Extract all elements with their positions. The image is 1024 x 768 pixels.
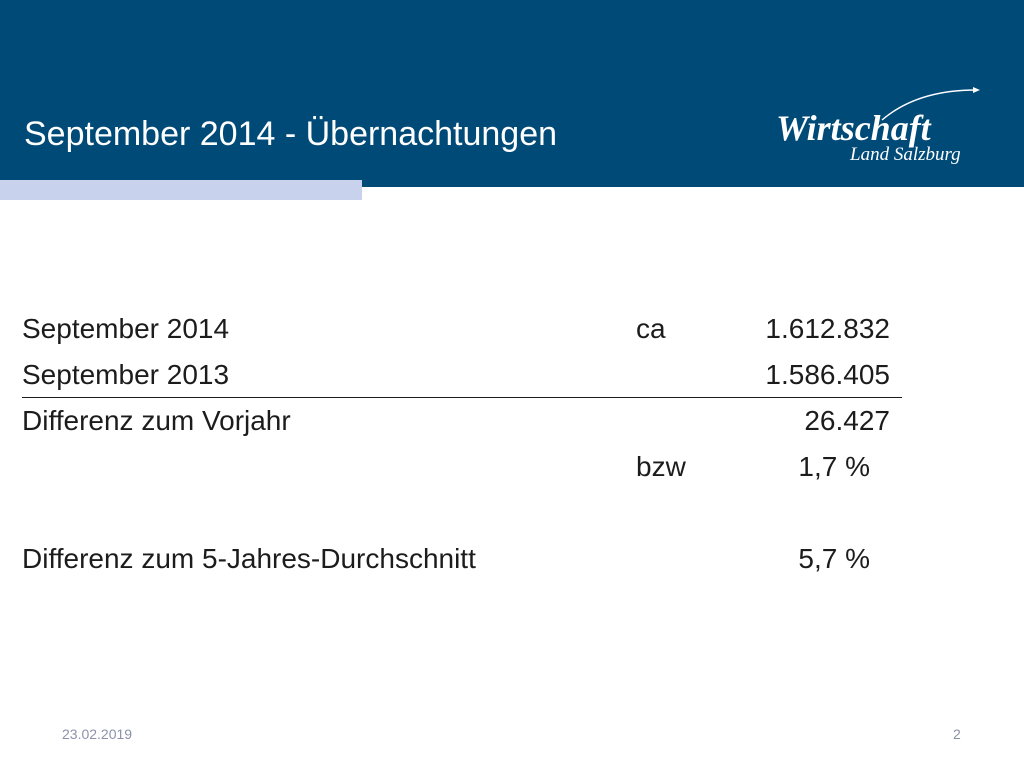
stat-row-spacer — [22, 490, 902, 536]
stat-qualifier: ca — [636, 313, 666, 344]
stat-value: 1.586.405 — [765, 359, 890, 390]
stat-value: 1.612.832 — [765, 313, 890, 344]
footer-page-number: 2 — [953, 726, 961, 742]
stat-label: Differenz zum Vorjahr — [22, 405, 291, 436]
stat-row-differenz-vorjahr: Differenz zum Vorjahr 26.427 — [22, 398, 902, 444]
stat-value: 1,7 % — [798, 451, 870, 482]
stat-label: September 2013 — [22, 359, 230, 390]
stat-row-september-2014: September 2014 ca 1.612.832 — [22, 306, 902, 352]
stat-row-september-2013: September 2013 1.586.405 — [22, 352, 902, 398]
logo-subtitle: Land Salzburg — [850, 144, 961, 165]
wirtschaft-logo: Wirtschaft Land Salzburg — [770, 86, 984, 170]
stat-qualifier: bzw — [636, 451, 686, 482]
slide-title: September 2014 - Übernachtungen — [24, 115, 558, 153]
stat-row-differenz-prozent: bzw 1,7 % — [22, 444, 902, 490]
stat-label: Differenz zum 5-Jahres-Durchschnitt — [22, 543, 476, 574]
stat-row-differenz-5-jahres: Differenz zum 5-Jahres-Durchschnitt 5,7 … — [22, 536, 902, 582]
footer-date: 23.02.2019 — [62, 726, 133, 742]
logo-wordmark: Wirtschaft — [776, 108, 931, 148]
header-band — [0, 0, 1024, 187]
stat-value: 5,7 % — [798, 543, 870, 574]
logo-swoosh-icon — [881, 87, 980, 121]
stat-value: 26.427 — [804, 405, 890, 436]
title-accent-bar — [0, 180, 362, 200]
stat-label: September 2014 — [22, 313, 230, 344]
statistics-table: September 2014 ca 1.612.832 September 20… — [22, 306, 902, 582]
